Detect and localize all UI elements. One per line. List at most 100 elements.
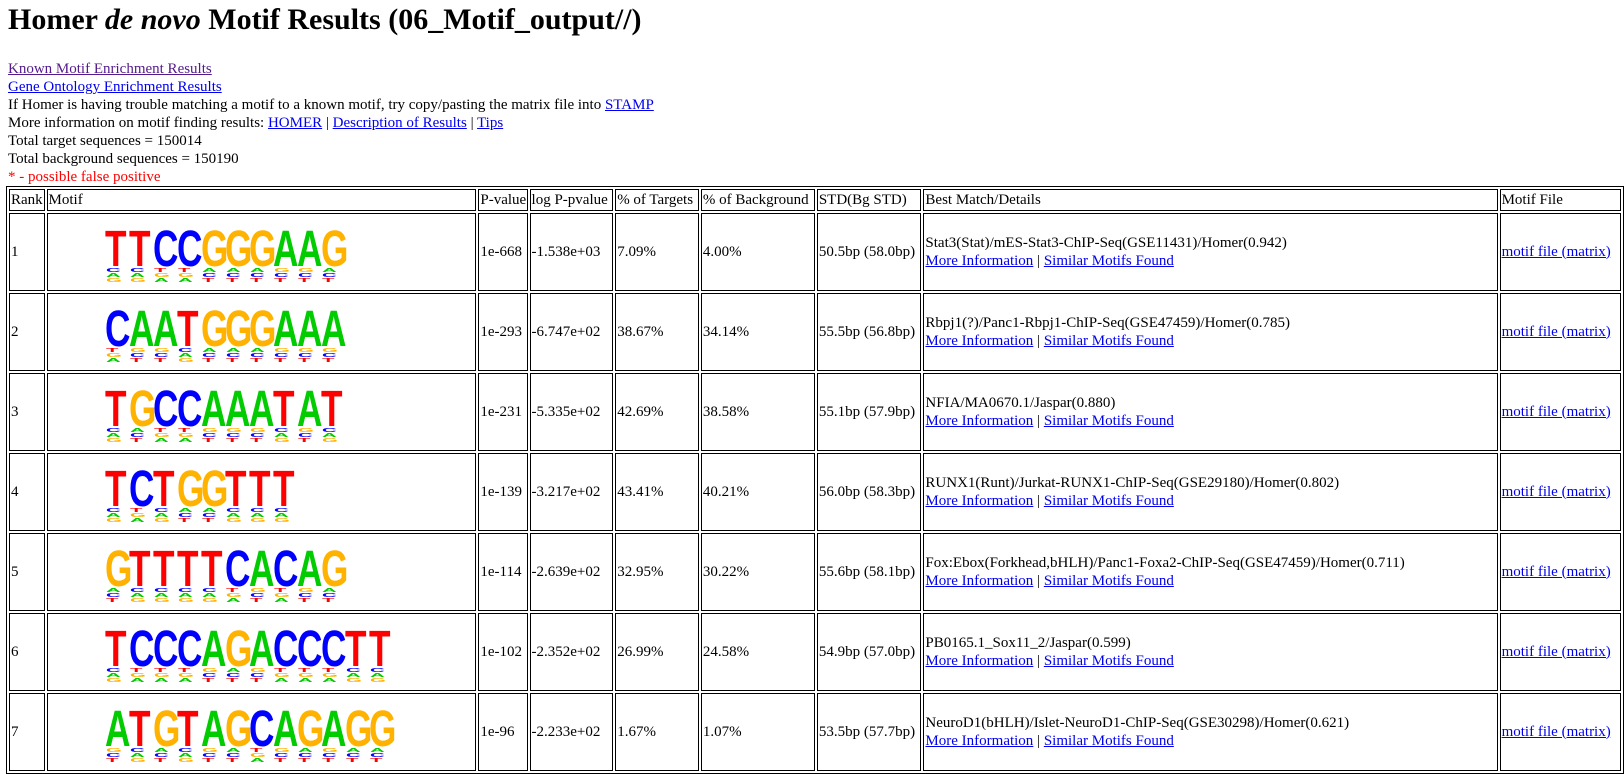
motif-file-link[interactable]: motif file (matrix) (1501, 723, 1611, 740)
similar-motifs-link[interactable]: Similar Motifs Found (1043, 573, 1174, 589)
more-information-link[interactable]: More Information (925, 653, 1034, 669)
logo-minor-letter: A (130, 592, 145, 598)
logo-minor-letter: C (322, 592, 337, 598)
similar-motifs-link[interactable]: Similar Motifs Found (1043, 253, 1174, 269)
logo-letter: A (201, 622, 226, 678)
best-match-text: PB0165.1_Sox11_2/Jaspar(0.599) (925, 635, 1131, 651)
more-information-link[interactable]: More Information (925, 253, 1034, 269)
logo-minor-letter: A (226, 667, 241, 673)
logo-minor-letter: G (178, 672, 194, 678)
motif-file-link[interactable]: motif file (matrix) (1501, 323, 1611, 340)
logo-minor-letter: T (250, 277, 262, 283)
logo-letter: A (273, 302, 298, 358)
logo-minor-letter: T (298, 757, 310, 763)
logo-minor-letter: A (226, 267, 241, 273)
logo-letter: C (249, 702, 274, 758)
logo-minor-letter: C (130, 747, 145, 753)
logo-minor-letter: A (250, 512, 265, 518)
best-match-text: NFIA/MA0670.1/Jaspar(0.880) (925, 395, 1116, 411)
logo-letter: T (153, 542, 175, 598)
logo-minor-letter: T (154, 427, 166, 433)
logo-minor-letter: C (202, 752, 217, 758)
known-motif-link[interactable]: Known Motif Enrichment Results (8, 61, 212, 77)
logo-minor-letter: A (130, 427, 145, 433)
logo-minor-letter: A (154, 592, 169, 598)
logo-letter: T (105, 622, 127, 678)
col-motif: Motif (46, 189, 477, 211)
logo-letter: A (297, 542, 322, 598)
logo-minor-letter: C (346, 752, 361, 758)
logo-minor-letter: A (202, 592, 217, 598)
similar-motifs-link[interactable]: Similar Motifs Found (1043, 653, 1174, 669)
more-information-link[interactable]: More Information (925, 493, 1034, 509)
motif-file-cell: motif file (matrix) (1499, 613, 1621, 691)
stamp-link[interactable]: STAMP (604, 97, 654, 113)
gene-ontology-link[interactable]: Gene Ontology Enrichment Results (8, 79, 222, 95)
motif-file-link[interactable]: motif file (matrix) (1501, 403, 1611, 420)
more-information-link[interactable]: More Information (925, 573, 1034, 589)
logo-letter: C (153, 622, 178, 678)
logo-minor-letter: A (154, 277, 169, 283)
motif-file-link[interactable]: motif file (matrix) (1501, 563, 1611, 580)
logo-letter: T (129, 222, 151, 278)
logo-minor-letter: T (130, 667, 142, 673)
logo-minor-letter: T (322, 277, 334, 283)
logo-minor-letter: A (154, 677, 169, 683)
homer-link[interactable]: HOMER (267, 115, 323, 131)
logo-minor-letter: A (322, 587, 337, 593)
logo-minor-letter: C (250, 592, 265, 598)
similar-motifs-link[interactable]: Similar Motifs Found (1043, 413, 1174, 429)
logo-minor-letter: C (226, 752, 241, 758)
motif-file-link[interactable]: motif file (matrix) (1501, 643, 1611, 660)
logo-minor-letter: G (322, 747, 338, 753)
motif-file-link[interactable]: motif file (matrix) (1501, 483, 1611, 500)
logo-minor-letter: C (322, 427, 337, 433)
logo-minor-letter: T (298, 277, 310, 283)
logo-minor-letter: C (130, 352, 145, 358)
logo-letter: T (249, 462, 271, 518)
logo-letter: G (177, 462, 204, 518)
logo-minor-letter: A (298, 747, 313, 753)
col-std: STD(Bg STD) (816, 189, 922, 211)
similar-motifs-link[interactable]: Similar Motifs Found (1043, 733, 1174, 749)
logo-letter: C (153, 222, 178, 278)
logo-minor-letter: C (202, 272, 217, 278)
logo-minor-letter: T (250, 437, 262, 443)
logo-letter: T (273, 462, 295, 518)
logo-letter: T (225, 462, 247, 518)
similar-motifs-link[interactable]: Similar Motifs Found (1043, 493, 1174, 509)
logo-minor-letter: G (274, 437, 290, 443)
logo-letter: C (177, 382, 202, 438)
more-information-link[interactable]: More Information (925, 413, 1034, 429)
logo-letter: A (105, 702, 130, 758)
logo-minor-letter: A (202, 507, 217, 513)
page-title: Homer de novo Motif Results (06_Motif_ou… (8, 3, 642, 36)
logo-minor-letter: T (298, 667, 310, 673)
motif-file-cell: motif file (matrix) (1499, 293, 1621, 371)
best-match-cell: NeuroD1(bHLH)/Islet-NeuroD1-ChIP-Seq(GSE… (923, 693, 1498, 771)
description-link[interactable]: Description of Results (332, 115, 467, 131)
more-information-link[interactable]: More Information (925, 333, 1034, 349)
logo-minor-letter: C (298, 592, 313, 598)
logo-letter: A (297, 382, 322, 438)
tips-link[interactable]: Tips (477, 115, 504, 131)
similar-motifs-link[interactable]: Similar Motifs Found (1043, 333, 1174, 349)
logo-letter: T (105, 462, 127, 518)
logo-minor-letter: C (250, 507, 265, 513)
logo-minor-letter: G (106, 437, 122, 443)
logo-minor-letter: T (202, 437, 214, 443)
logo-minor-letter: G (298, 672, 314, 678)
logo-minor-letter: T (298, 437, 310, 443)
motif-file-cell: motif file (matrix) (1499, 453, 1621, 531)
logo-minor-letter: G (202, 667, 218, 673)
table-header-row: Rank Motif P-value log P-pvalue % of Tar… (9, 189, 1621, 211)
col-log-pvalue: log P-pvalue (529, 189, 614, 211)
more-information-link[interactable]: More Information (925, 733, 1034, 749)
logo-minor-letter: C (274, 352, 289, 358)
logo-minor-letter: G (106, 517, 122, 523)
logo-minor-letter: C (202, 512, 217, 518)
motif-file-link[interactable]: motif file (matrix) (1501, 243, 1611, 260)
logo-minor-letter: G (130, 347, 146, 353)
logo-minor-letter: A (250, 267, 265, 273)
